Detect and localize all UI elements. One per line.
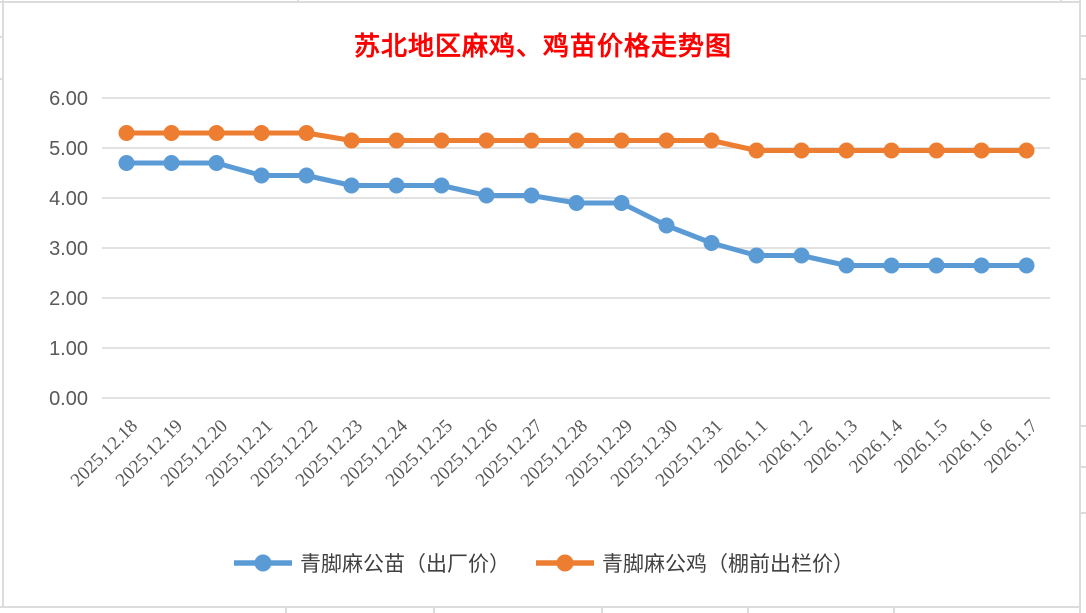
sheet-col-stub	[285, 608, 287, 613]
y-axis-tick-label: 0.00	[49, 388, 88, 410]
y-axis-tick-label: 2.00	[49, 288, 88, 310]
sheet-col-line-left	[2, 0, 4, 607]
legend-line-marker-icon	[536, 554, 594, 572]
series-0-point	[883, 257, 900, 274]
series-1-point	[1018, 142, 1035, 159]
series-1-point	[163, 125, 180, 141]
series-0-point	[208, 155, 225, 171]
series-1-point	[748, 142, 765, 159]
series-0-point	[163, 155, 180, 171]
series-0-point	[973, 257, 990, 274]
series-1-point	[658, 132, 675, 149]
series-1-point	[388, 132, 405, 149]
sheet-row-stub	[1081, 512, 1086, 514]
y-axis-tick-label: 4.00	[49, 188, 88, 210]
series-0-point	[838, 257, 855, 274]
series-0-point	[793, 247, 810, 264]
series-1-point	[838, 142, 855, 159]
legend-item-chick-price[interactable]: 青脚麻公苗（出厂价）	[232, 548, 510, 578]
series-1-point	[793, 142, 810, 159]
sheet-row-stub	[0, 78, 2, 80]
sheet-row-line-bottom	[0, 606, 1081, 608]
y-axis-tick-label: 1.00	[49, 338, 88, 360]
series-1-point	[433, 132, 450, 149]
sheet-row-stub	[1081, 78, 1086, 80]
series-0-point	[613, 195, 630, 211]
series-1-point	[298, 125, 315, 141]
series-1-point	[883, 142, 900, 159]
series-0-point	[118, 155, 135, 171]
series-0-point	[928, 257, 945, 274]
sheet-row-stub	[1081, 466, 1086, 468]
series-0-point	[253, 167, 270, 184]
series-0-point	[1018, 257, 1035, 274]
series-0-point	[568, 195, 585, 211]
sheet-row-stub	[1081, 35, 1086, 37]
series-0-point	[343, 177, 360, 194]
sheet-col-stub	[433, 608, 435, 613]
series-1-point	[613, 132, 630, 149]
series-1-point	[523, 132, 540, 149]
series-1-point	[343, 132, 360, 149]
series-0-point	[433, 177, 450, 194]
sheet-col-stub	[297, 0, 299, 2]
chart-legend: 青脚麻公苗（出厂价） 青脚麻公鸡（棚前出栏价）	[0, 548, 1086, 578]
sheet-row-stub	[1081, 425, 1086, 427]
legend-label-chicken-price: 青脚麻公鸡（棚前出栏价）	[602, 552, 854, 576]
series-0-point	[658, 217, 675, 234]
y-axis-tick-label: 6.00	[49, 88, 88, 110]
sheet-col-stub	[601, 608, 603, 613]
series-1-point	[973, 142, 990, 159]
legend-label-chick-price: 青脚麻公苗（出厂价）	[300, 552, 510, 576]
legend-line-marker-icon	[234, 554, 292, 572]
series-0-point	[523, 187, 540, 204]
series-1-point	[208, 125, 225, 141]
series-1-point	[703, 132, 720, 149]
series-0-point	[388, 177, 405, 194]
sheet-row-stub	[0, 36, 2, 38]
y-axis-tick-label: 5.00	[49, 138, 88, 160]
sheet-row-line-top	[0, 1, 1081, 3]
series-1-point	[478, 132, 495, 149]
series-1-point	[568, 132, 585, 149]
sheet-col-stub	[1060, 0, 1062, 2]
series-0-point	[298, 167, 315, 184]
series-1-point	[118, 125, 135, 141]
series-0-point	[748, 247, 765, 264]
series-0-point	[703, 235, 720, 251]
sheet-col-line-right	[1079, 0, 1081, 613]
series-1-point	[928, 142, 945, 159]
y-axis-tick-label: 3.00	[49, 238, 88, 260]
sheet-col-stub	[893, 608, 895, 613]
chart-title: 苏北地区麻鸡、鸡苗价格走势图	[353, 32, 732, 61]
series-0-point	[478, 187, 495, 204]
legend-item-chicken-price[interactable]: 青脚麻公鸡（棚前出栏价）	[534, 548, 854, 578]
sheet-col-stub	[747, 608, 749, 613]
series-1-point	[253, 125, 270, 141]
